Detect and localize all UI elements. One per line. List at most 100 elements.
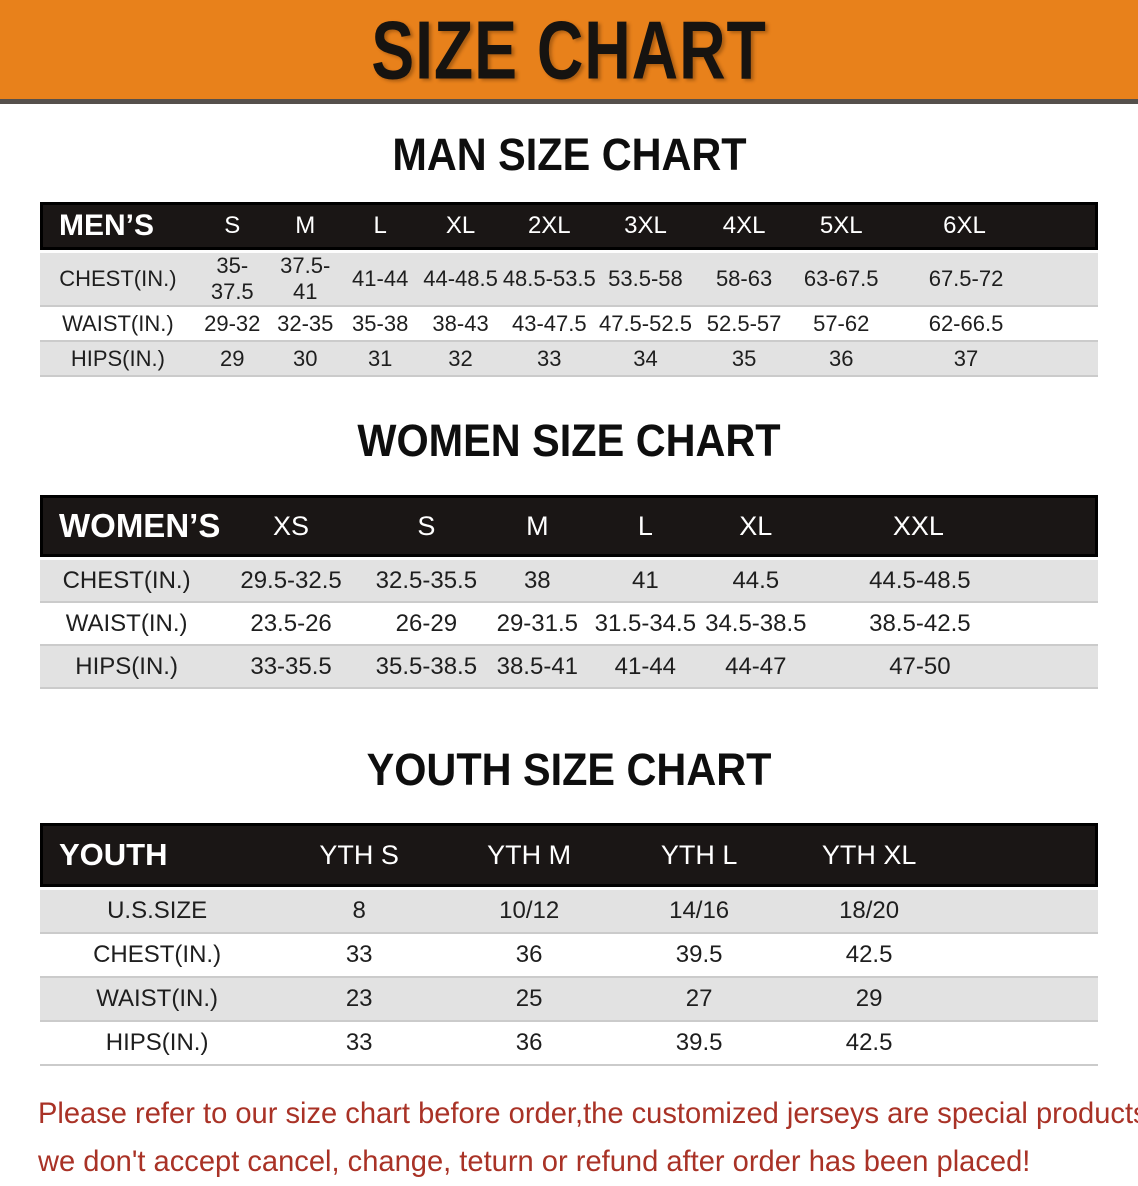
size-value-cell: 25 <box>444 978 615 1022</box>
size-value-cell: 42.5 <box>784 934 955 978</box>
size-value-cell: 32-35 <box>268 307 342 342</box>
women-section-title: WOMEN SIZE CHART <box>0 415 1138 467</box>
spacer-cell <box>954 934 1098 978</box>
row-label: CHEST(IN.) <box>40 934 275 978</box>
size-column-header: XXL <box>811 495 1098 557</box>
table-row: CHEST(IN.) 33 36 39.5 42.5 <box>40 934 1098 978</box>
size-value-cell: 8 <box>274 887 445 934</box>
youth-size-table: YOUTH YTH S YTH M YTH L YTH XL U.S.SIZE 8 10/12… <box>40 823 1098 1066</box>
size-value-cell: 43-47.5 <box>502 307 597 342</box>
size-value-cell: 39.5 <box>614 1022 785 1066</box>
size-value-cell: 30 <box>268 342 342 377</box>
size-value-cell: 36 <box>444 934 615 978</box>
size-header-row: MEN’S S M L XL 2XL 3XL 4XL 5XL 6XL <box>40 202 1098 250</box>
women-size-table: WOMEN’S XS S M L XL XXL CHEST(IN.) 29.5-32.5 32.5… <box>40 495 1098 689</box>
row-label: HIPS(IN.) <box>40 646 214 689</box>
youth-section-title: YOUTH SIZE CHART <box>0 744 1138 796</box>
size-column-header: M <box>483 495 591 557</box>
size-value-cell: 44-48.5 <box>418 250 503 307</box>
size-column-header: 6XL <box>889 202 1098 250</box>
size-value-cell: 36 <box>793 342 890 377</box>
spacer-cell <box>954 887 1098 934</box>
size-column-header: YTH S <box>274 823 445 887</box>
table-row: HIPS(IN.) 29 30 31 32 33 34 35 36 37 <box>40 342 1098 377</box>
size-value-cell: 38.5-41 <box>483 646 591 689</box>
row-label: WAIST(IN.) <box>40 307 196 342</box>
size-value-cell: 37.5-41 <box>268 250 342 307</box>
size-value-cell: 44.5 <box>699 557 812 603</box>
size-value-cell: 33-35.5 <box>213 646 369 689</box>
size-value-cell: 33 <box>502 342 597 377</box>
size-column-header: L <box>341 202 419 250</box>
size-chart-banner: SIZE CHART <box>0 0 1138 104</box>
size-value-cell: 32.5-35.5 <box>368 557 484 603</box>
banner-title: SIZE CHART <box>371 3 767 96</box>
table-row: U.S.SIZE 8 10/12 14/16 18/20 <box>40 887 1098 934</box>
size-column-header: YTH XL <box>784 823 955 887</box>
size-column-header: 2XL <box>502 202 597 250</box>
size-value-cell: 29-32 <box>195 307 269 342</box>
men-size-table: MEN’S S M L XL 2XL 3XL 4XL 5XL 6XL CHEST(IN.) 35-37… <box>40 202 1098 377</box>
size-value-cell: 35.5-38.5 <box>368 646 484 689</box>
spacer-cell <box>954 978 1098 1022</box>
size-value-cell: 57-62 <box>793 307 890 342</box>
men-section-title: MAN SIZE CHART <box>0 129 1138 181</box>
table-row: CHEST(IN.) 29.5-32.5 32.5-35.5 38 41 44.5 44.5… <box>40 557 1098 603</box>
size-column-header: 4XL <box>694 202 794 250</box>
size-column-header: XL <box>418 202 503 250</box>
spacer-column-header <box>954 823 1098 887</box>
size-value-cell: 33 <box>274 934 445 978</box>
size-value-cell: 33 <box>274 1022 445 1066</box>
size-value-cell: 62-66.5 <box>889 307 1098 342</box>
size-value-cell: 52.5-57 <box>694 307 794 342</box>
size-value-cell: 38-43 <box>418 307 503 342</box>
size-value-cell: 26-29 <box>368 603 484 646</box>
size-value-cell: 67.5-72 <box>889 250 1098 307</box>
size-value-cell: 29-31.5 <box>483 603 591 646</box>
size-value-cell: 32 <box>418 342 503 377</box>
size-column-header: S <box>368 495 484 557</box>
table-row: WAIST(IN.) 29-32 32-35 35-38 38-43 43-47.5 47.… <box>40 307 1098 342</box>
size-value-cell: 23 <box>274 978 445 1022</box>
order-disclaimer-line1: Please refer to our size chart before or… <box>38 1097 1138 1130</box>
row-label: WAIST(IN.) <box>40 978 275 1022</box>
row-label: HIPS(IN.) <box>40 342 196 377</box>
size-value-cell: 18/20 <box>784 887 955 934</box>
size-value-cell: 47-50 <box>811 646 1098 689</box>
table-row: WAIST(IN.) 23 25 27 29 <box>40 978 1098 1022</box>
size-value-cell: 34.5-38.5 <box>699 603 812 646</box>
size-value-cell: 34 <box>596 342 695 377</box>
order-disclaimer-line2: we don't accept cancel, change, teturn o… <box>38 1145 1031 1178</box>
size-value-cell: 35 <box>694 342 794 377</box>
size-value-cell: 10/12 <box>444 887 615 934</box>
size-column-header: M <box>268 202 342 250</box>
table-row: HIPS(IN.) 33 36 39.5 42.5 <box>40 1022 1098 1066</box>
row-label: WAIST(IN.) <box>40 603 214 646</box>
size-value-cell: 53.5-58 <box>596 250 695 307</box>
size-value-cell: 27 <box>614 978 785 1022</box>
size-value-cell: 58-63 <box>694 250 794 307</box>
size-value-cell: 48.5-53.5 <box>502 250 597 307</box>
size-column-header: 5XL <box>793 202 890 250</box>
size-value-cell: 38.5-42.5 <box>811 603 1098 646</box>
size-value-cell: 41 <box>590 557 700 603</box>
row-label: HIPS(IN.) <box>40 1022 275 1066</box>
order-disclaimer: Please refer to our size chart before or… <box>38 1090 1138 1186</box>
size-column-header: YTH M <box>444 823 615 887</box>
size-column-header: 3XL <box>596 202 695 250</box>
row-label: CHEST(IN.) <box>40 250 196 307</box>
table-corner-label: WOMEN’S <box>40 495 220 557</box>
size-value-cell: 31.5-34.5 <box>590 603 700 646</box>
size-column-header: S <box>195 202 269 250</box>
table-row: CHEST(IN.) 35-37.5 37.5-41 41-44 44-48.5 48.5… <box>40 250 1098 307</box>
size-value-cell: 39.5 <box>614 934 785 978</box>
size-column-header: XL <box>699 495 812 557</box>
size-value-cell: 44.5-48.5 <box>811 557 1098 603</box>
size-value-cell: 29.5-32.5 <box>213 557 369 603</box>
table-row: HIPS(IN.) 33-35.5 35.5-38.5 38.5-41 41-44 44-… <box>40 646 1098 689</box>
size-value-cell: 29 <box>195 342 269 377</box>
table-row: WAIST(IN.) 23.5-26 26-29 29-31.5 31.5-34.5 34… <box>40 603 1098 646</box>
size-column-header: YTH L <box>614 823 785 887</box>
size-value-cell: 35-38 <box>341 307 419 342</box>
men-section-title-text: MAN SIZE CHART <box>391 129 747 180</box>
